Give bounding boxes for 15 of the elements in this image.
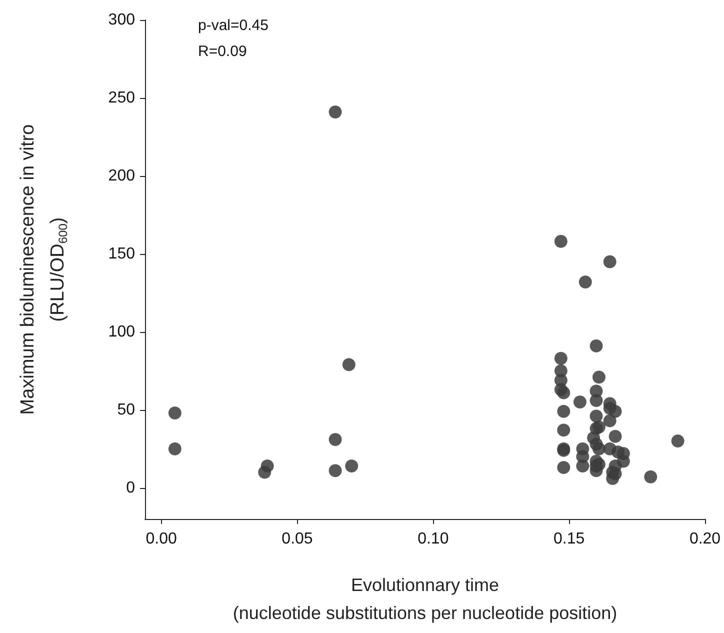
x-tick-label: 0.20 [689, 530, 721, 548]
y-tick-label: 150 [108, 245, 136, 262]
x-tick-label: 0.10 [418, 530, 449, 548]
y-tick-label: 0 [126, 479, 136, 496]
x-tick-label: 0.05 [282, 530, 313, 548]
y-tick-label: 250 [108, 89, 136, 106]
y-tick-label: 300 [108, 12, 136, 28]
annotation: R=0.09 [198, 43, 247, 60]
y-tick-label: 50 [117, 401, 136, 418]
x-axis-title: Evolutionnary time (nucleotide substitutions per nucleotide position) [232, 575, 618, 623]
x-tick-label: 0.00 [146, 530, 177, 548]
y-tick-label: 100 [108, 323, 136, 340]
annotation: p-val=0.45 [198, 17, 268, 34]
y-tick-label: 200 [108, 167, 136, 184]
x-tick-label: 0.15 [554, 530, 585, 548]
